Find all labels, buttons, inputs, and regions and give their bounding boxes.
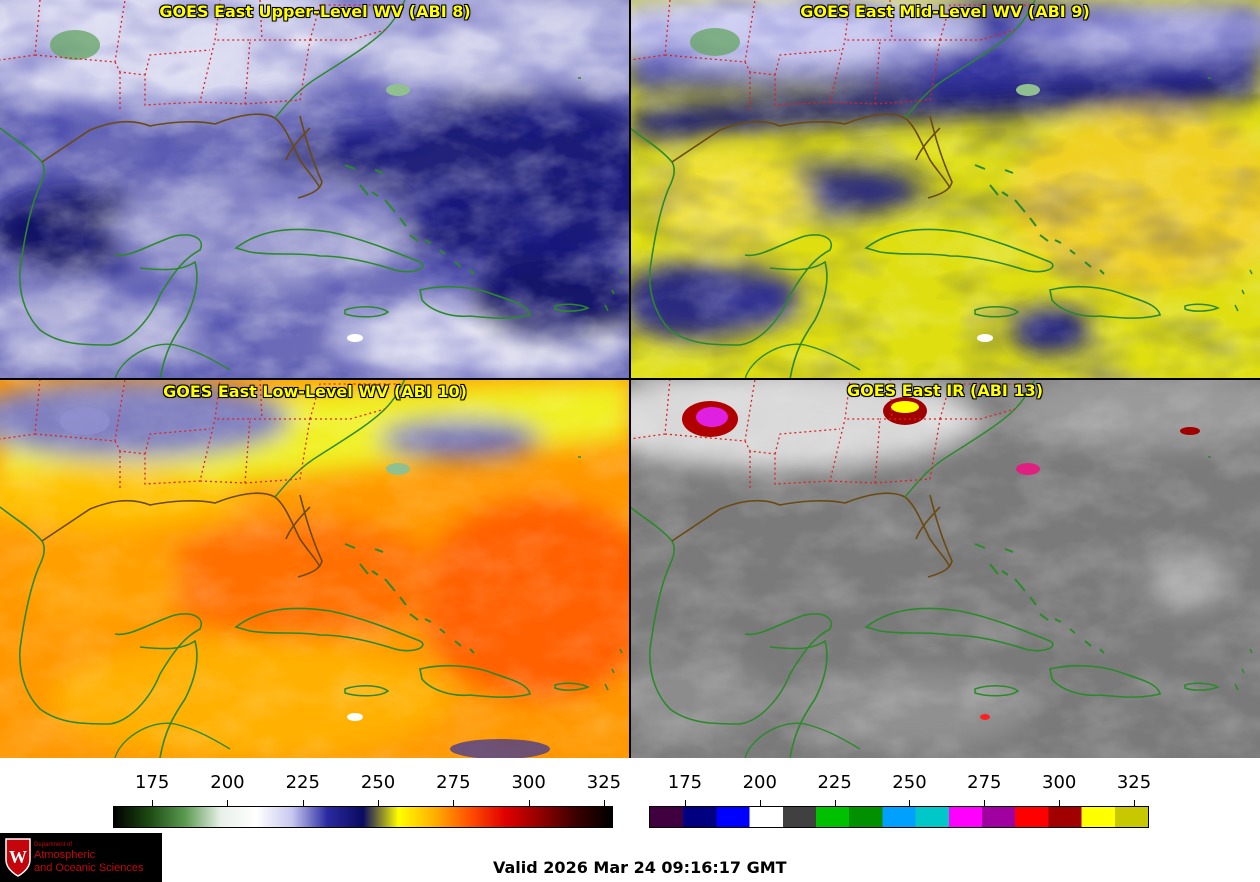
ir-tick-mark	[984, 800, 986, 806]
wv-tick-label: 300	[511, 772, 546, 793]
ir-colorbar-ticks: 175 200 225 250 275 300 325	[649, 772, 1151, 806]
ir-tick-label: 325	[1116, 772, 1152, 793]
ir-tick-mark	[684, 800, 686, 806]
logo-line2: and Oceanic Sciences	[34, 862, 144, 874]
aos-logo: W Department of Atmospheric and Oceanic …	[0, 833, 162, 882]
wv-tick-mark	[528, 800, 530, 806]
wv-tick-mark	[152, 800, 154, 806]
wv-tick-mark	[302, 800, 304, 806]
wv-tick-label: 225	[285, 772, 320, 793]
mid-level-wv-image	[630, 0, 1260, 379]
low-level-wv-panel: GOES East Low-Level WV (ABI 10)	[0, 379, 630, 758]
logo-dept-text: Department of	[34, 842, 73, 848]
panel-title-low: GOES East Low-Level WV (ABI 10)	[163, 382, 467, 401]
wv-colorbar	[113, 806, 613, 828]
panel-title-ir: GOES East IR (ABI 13)	[846, 381, 1044, 400]
ir-tick-label: 200	[742, 772, 777, 793]
ir-image	[630, 379, 1260, 758]
panel-divider-horizontal	[0, 378, 1260, 380]
panel-title-upper: GOES East Upper-Level WV (ABI 8)	[159, 2, 471, 21]
ir-tick-label: 250	[892, 772, 927, 793]
ir-tick-mark	[759, 800, 761, 806]
valid-time: Valid 2026 Mar 24 09:16:17 GMT	[493, 858, 787, 877]
ir-tick-label: 300	[1041, 772, 1077, 793]
panel-title-mid: GOES East Mid-Level WV (ABI 9)	[800, 2, 1090, 21]
ir-tick-label: 275	[967, 772, 1002, 793]
ir-colorbar	[649, 806, 1149, 828]
ir-panel: GOES East IR (ABI 13)	[630, 379, 1260, 758]
wv-tick-mark	[603, 800, 605, 806]
ir-tick-label: 225	[817, 772, 852, 793]
ir-tick-mark	[1059, 800, 1061, 806]
low-level-wv-image	[0, 379, 630, 758]
upper-level-wv-panel: GOES East Upper-Level WV (ABI 8)	[0, 0, 630, 379]
logo-line1: Atmospheric	[34, 849, 96, 861]
ir-tick-mark	[834, 800, 836, 806]
ir-tick-label: 175	[667, 772, 703, 793]
wv-tick-label: 250	[360, 772, 396, 793]
wv-tick-label: 200	[210, 772, 245, 793]
wv-tick-mark	[227, 800, 229, 806]
ir-tick-mark	[909, 800, 911, 806]
wv-tick-mark	[378, 800, 380, 806]
wv-tick-label: 275	[436, 772, 471, 793]
wv-tick-label: 325	[586, 772, 622, 793]
upper-level-wv-image	[0, 0, 630, 379]
uw-crest-icon: W	[5, 838, 31, 877]
wv-tick-label: 175	[134, 772, 170, 793]
wv-colorbar-ticks: 175 200 225 250 275 300 325	[113, 772, 621, 806]
ir-tick-mark	[1134, 800, 1136, 806]
mid-level-wv-panel: GOES East Mid-Level WV (ABI 9)	[630, 0, 1260, 379]
svg-text:W: W	[9, 847, 27, 867]
wv-tick-mark	[453, 800, 455, 806]
